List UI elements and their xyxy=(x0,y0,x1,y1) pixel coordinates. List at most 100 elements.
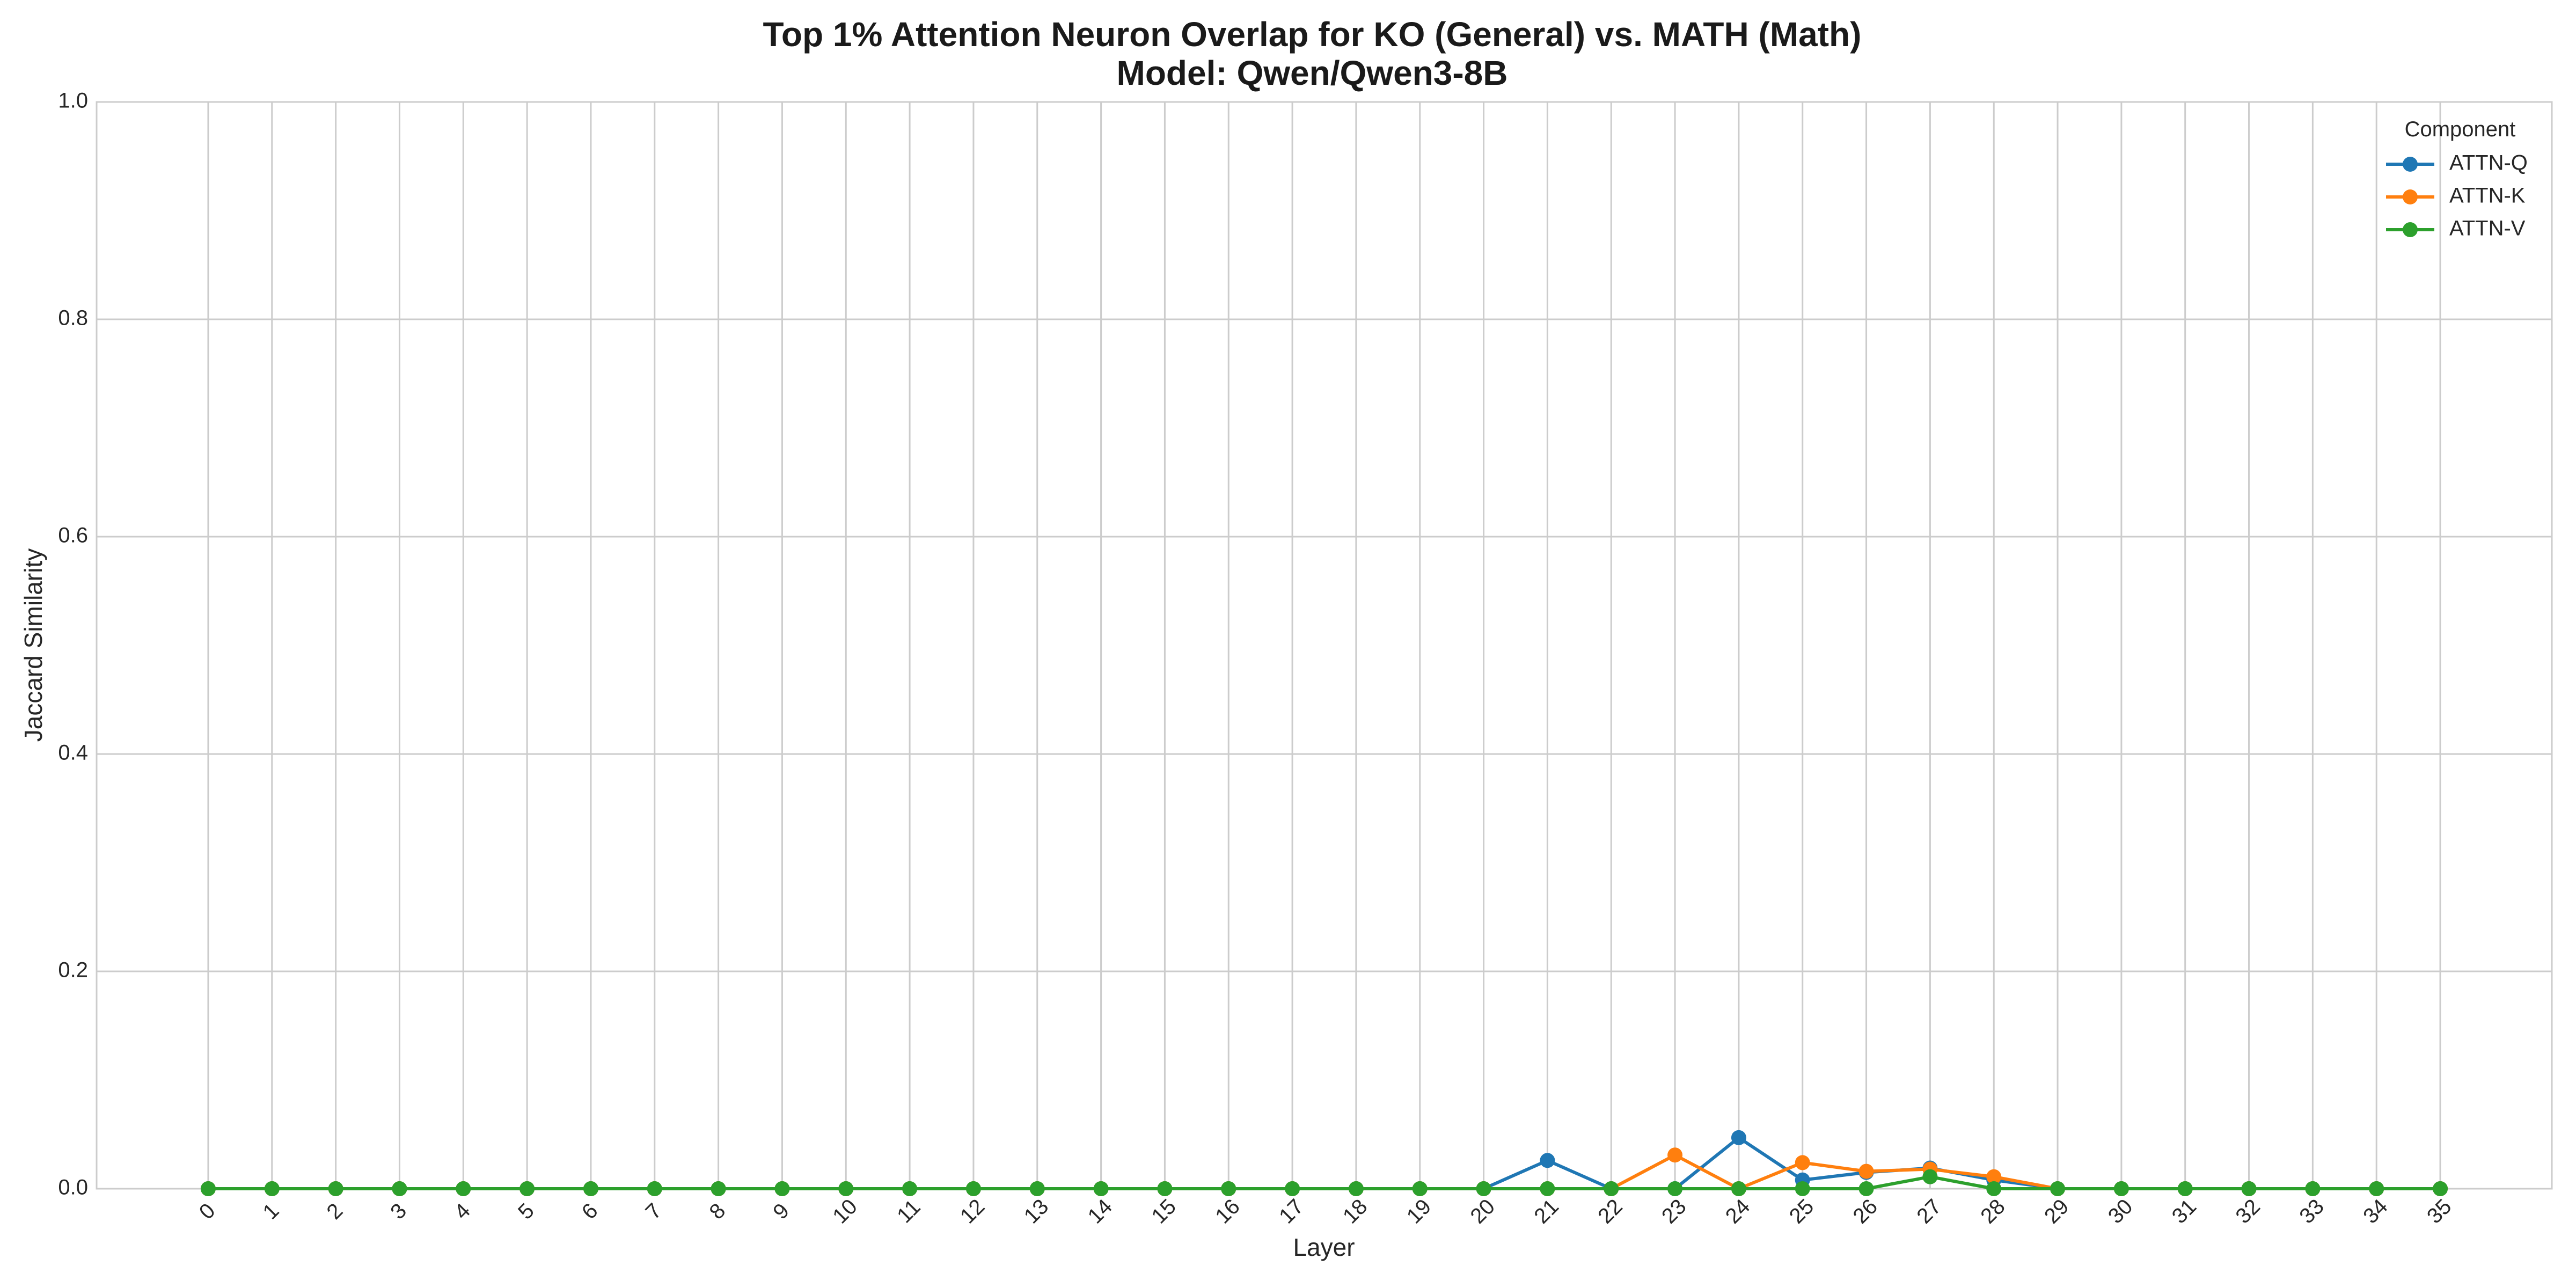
data-point xyxy=(1348,1181,1364,1196)
data-point xyxy=(2050,1181,2066,1196)
y-tick-label: 1.0 xyxy=(58,89,88,113)
data-point xyxy=(1093,1181,1109,1196)
x-axis-label: Layer xyxy=(1293,1233,1355,1261)
x-tick-label: 14 xyxy=(1084,1195,1117,1228)
data-point xyxy=(711,1181,726,1196)
y-axis-label: Jaccard Similarity xyxy=(19,548,47,742)
data-point xyxy=(519,1181,535,1196)
data-point xyxy=(1540,1153,1555,1168)
x-tick-label: 10 xyxy=(828,1195,862,1228)
x-tick-label: 17 xyxy=(1275,1195,1308,1228)
legend-items: ATTN-Q ATTN-K ATTN-V xyxy=(2386,151,2528,240)
x-tick-labels: 0 1 2 3 4 5 6 7 8 9 10 11 12 13 14 15 16 17 18 19 20 21 22 23 24… xyxy=(195,1195,2456,1228)
data-point xyxy=(1795,1181,1810,1196)
x-tick-label: 15 xyxy=(1147,1195,1181,1228)
x-tick-label: 9 xyxy=(769,1199,794,1224)
data-point xyxy=(1986,1169,2002,1184)
data-point xyxy=(1285,1181,1300,1196)
x-tick-label: 8 xyxy=(705,1199,730,1224)
x-tick-label: 2 xyxy=(322,1199,347,1224)
x-tick-label: 12 xyxy=(956,1195,990,1228)
x-tick-label: 24 xyxy=(1721,1195,1755,1228)
data-point xyxy=(1029,1181,1045,1196)
x-tick-label: 19 xyxy=(1402,1195,1436,1228)
chart-subtitle: Model: Qwen/Qwen3-8B xyxy=(1117,54,1508,92)
x-tick-label: 33 xyxy=(2295,1195,2329,1228)
x-tick-label: 32 xyxy=(2231,1195,2265,1228)
x-tick-label: 21 xyxy=(1529,1195,1563,1228)
x-tick-label: 25 xyxy=(1785,1195,1819,1228)
legend-label: ATTN-V xyxy=(2449,217,2526,240)
x-tick-label: 18 xyxy=(1338,1195,1372,1228)
legend-marker xyxy=(2403,222,2418,237)
data-point xyxy=(838,1181,854,1196)
data-point xyxy=(392,1181,407,1196)
data-point xyxy=(1922,1169,1938,1184)
x-tick-label: 0 xyxy=(195,1199,220,1224)
x-tick-label: 13 xyxy=(1020,1195,1053,1228)
data-point xyxy=(647,1181,662,1196)
data-point xyxy=(1731,1130,1746,1145)
x-tick-label: 6 xyxy=(577,1199,603,1224)
legend-marker xyxy=(2403,189,2418,204)
data-point xyxy=(1540,1181,1555,1196)
data-point xyxy=(965,1181,981,1196)
legend-label: ATTN-Q xyxy=(2449,151,2528,175)
data-point xyxy=(2241,1181,2257,1196)
plot-background xyxy=(97,102,2552,1189)
x-tick-label: 5 xyxy=(514,1199,539,1224)
data-point xyxy=(2113,1181,2129,1196)
data-point xyxy=(1795,1155,1810,1170)
data-point xyxy=(774,1181,790,1196)
data-point xyxy=(902,1181,918,1196)
legend: Component ATTN-Q ATTN-K ATTN-V xyxy=(2386,118,2528,240)
plot-area xyxy=(96,101,2553,1196)
grid xyxy=(97,101,2552,1190)
legend-item: ATTN-K xyxy=(2386,184,2526,208)
legend-item: ATTN-Q xyxy=(2386,151,2528,175)
data-point xyxy=(2369,1181,2384,1196)
x-tick-label: 16 xyxy=(1211,1195,1245,1228)
series-attn-v xyxy=(200,1169,2448,1196)
x-tick-label: 4 xyxy=(450,1199,475,1224)
data-point xyxy=(1157,1181,1173,1196)
y-tick-label: 0.6 xyxy=(58,524,88,547)
y-tick-label: 0.0 xyxy=(58,1176,88,1199)
x-tick-label: 1 xyxy=(259,1199,284,1224)
chart-title: Top 1% Attention Neuron Overlap for KO (… xyxy=(763,15,1862,54)
data-point xyxy=(1858,1181,1874,1196)
y-tick-label: 0.2 xyxy=(58,958,88,982)
data-point xyxy=(456,1181,471,1196)
x-tick-label: 22 xyxy=(1593,1195,1627,1228)
x-tick-label: 31 xyxy=(2168,1195,2201,1228)
y-tick-labels: 0.0 0.2 0.4 0.6 0.8 1.0 xyxy=(58,89,88,1199)
series xyxy=(200,1130,2448,1196)
x-tick-label: 28 xyxy=(1976,1195,2010,1228)
data-point xyxy=(1667,1181,1683,1196)
x-tick-label: 34 xyxy=(2359,1195,2392,1228)
y-tick-label: 0.4 xyxy=(58,741,88,765)
x-tick-label: 23 xyxy=(1657,1195,1691,1228)
data-point xyxy=(328,1181,343,1196)
data-point xyxy=(1604,1181,1619,1196)
data-point xyxy=(2305,1181,2321,1196)
series-line xyxy=(208,1175,2441,1190)
data-point xyxy=(1986,1181,2002,1196)
x-tick-label: 35 xyxy=(2423,1195,2456,1228)
data-point xyxy=(1667,1147,1683,1163)
data-point xyxy=(264,1181,280,1196)
legend-label: ATTN-K xyxy=(2449,184,2526,208)
x-tick-label: 26 xyxy=(1849,1195,1883,1228)
data-point xyxy=(1476,1181,1491,1196)
data-point xyxy=(1221,1181,1236,1196)
data-point xyxy=(1858,1163,1874,1179)
data-point xyxy=(2433,1181,2448,1196)
legend-item: ATTN-V xyxy=(2386,217,2526,240)
data-point xyxy=(1731,1181,1746,1196)
x-tick-label: 27 xyxy=(1912,1195,1946,1228)
data-point xyxy=(2177,1181,2193,1196)
legend-marker xyxy=(2403,157,2418,172)
x-tick-label: 20 xyxy=(1466,1195,1500,1228)
x-tick-label: 11 xyxy=(892,1195,925,1227)
